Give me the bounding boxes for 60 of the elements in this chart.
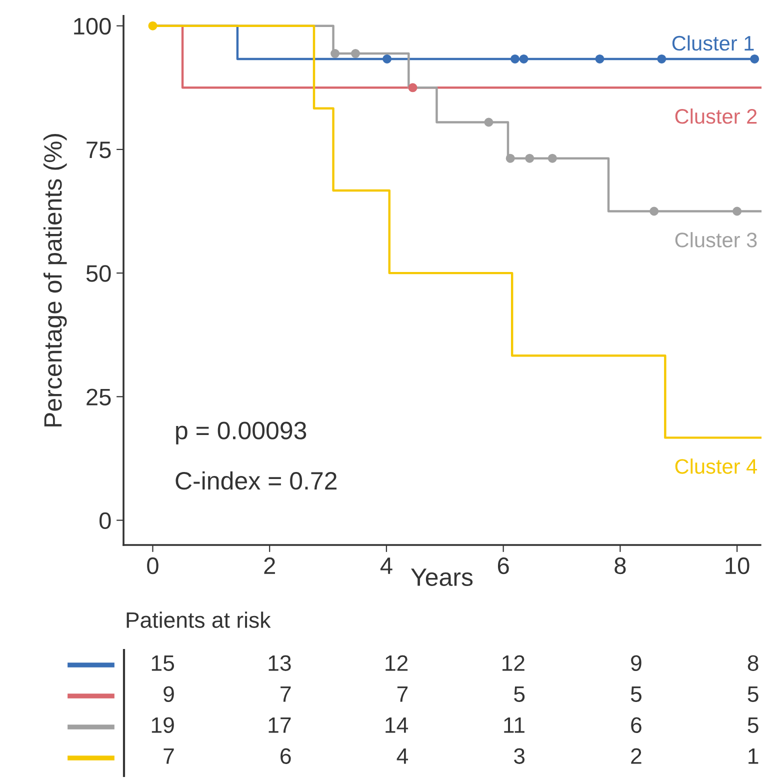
x-tick-label: 0 — [147, 557, 158, 574]
series-label: Cluster 2 — [675, 108, 757, 124]
x-tick-label: 4 — [380, 558, 392, 574]
series-label: Cluster 1 — [672, 35, 754, 51]
point — [548, 154, 557, 163]
point — [519, 54, 528, 64]
text: 3 — [514, 748, 525, 764]
point — [484, 118, 494, 127]
text: 7 — [280, 686, 291, 702]
text: 5 — [630, 686, 642, 702]
text: 5 — [748, 717, 758, 733]
x-axis-title: Years — [411, 568, 473, 586]
annotation: C-index = 0.72 — [176, 471, 337, 490]
text: Patients at risk — [126, 612, 271, 628]
text: 8 — [748, 655, 758, 671]
point — [330, 49, 340, 58]
text: 12 — [386, 655, 408, 671]
y-tick-label: 50 — [86, 265, 111, 282]
text: 14 — [386, 717, 408, 733]
text: 15 — [152, 655, 174, 671]
text: 13 — [268, 655, 291, 671]
point — [657, 54, 666, 64]
text: 11 — [504, 717, 524, 733]
y-tick-label: 0 — [100, 512, 111, 530]
y-tick-label: 75 — [86, 142, 111, 158]
text: 19 — [152, 717, 174, 733]
text: 2 — [631, 748, 642, 764]
y-tick-label: 25 — [86, 388, 111, 406]
point — [595, 54, 604, 64]
text: 4 — [396, 748, 408, 764]
text: 9 — [631, 655, 642, 671]
point — [650, 206, 659, 216]
point — [732, 206, 742, 216]
x-tick-label: 8 — [614, 557, 626, 574]
text: 6 — [280, 748, 291, 764]
point — [510, 54, 520, 64]
point — [382, 54, 392, 64]
x-tick-label: 10 — [726, 557, 750, 574]
text: 9 — [164, 686, 174, 702]
y-axis-title: Percentage of patients (%) — [43, 134, 67, 426]
point — [408, 83, 418, 92]
point — [750, 54, 760, 64]
text: 6 — [631, 717, 642, 733]
series-label: Cluster 4 — [675, 458, 758, 474]
text: 5 — [748, 686, 758, 702]
text: 17 — [268, 717, 291, 733]
point — [148, 21, 158, 30]
series-label: Cluster 3 — [675, 232, 757, 248]
annotation: p = 0.00093 — [176, 422, 306, 444]
text: 7 — [164, 748, 174, 764]
text: 7 — [397, 686, 408, 702]
x-tick-label: 2 — [264, 557, 275, 574]
point — [506, 154, 515, 163]
text: 12 — [502, 655, 524, 671]
point — [350, 49, 360, 58]
text: 5 — [514, 686, 525, 702]
point — [525, 154, 534, 163]
x-tick-label: 6 — [498, 557, 509, 574]
y-tick-label: 100 — [74, 18, 111, 35]
text: 1 — [748, 748, 758, 764]
